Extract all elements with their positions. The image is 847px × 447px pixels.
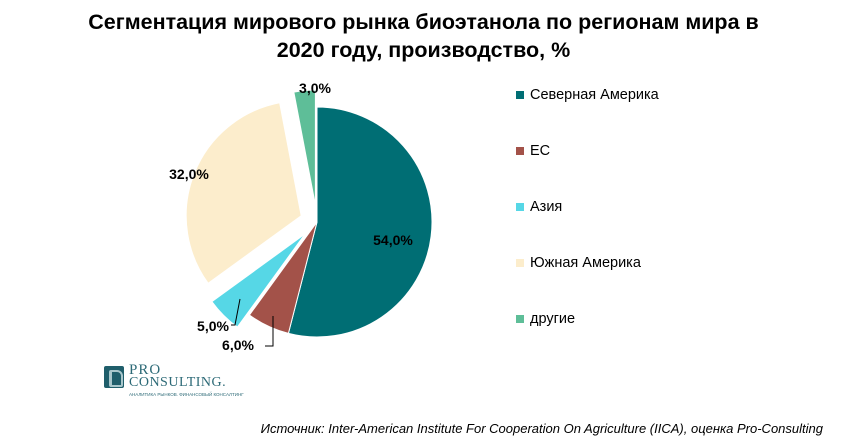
legend-swatch-5 xyxy=(516,315,524,323)
legend-item-2: ЕС xyxy=(516,141,550,161)
logo-text-pro: PRO xyxy=(129,362,162,378)
pie-slice-2 xyxy=(248,221,318,334)
pie-slice-1 xyxy=(287,106,433,338)
pie-slice-5 xyxy=(293,89,316,206)
legend-label-3: Азия xyxy=(530,199,563,215)
chart-title: Сегментация мирового рынка биоэтанола по… xyxy=(0,8,847,64)
logo-tagline: АНАЛИТИКА РЫНКОВ. ФИНАНСОВЫЙ КОНСАЛТИНГ xyxy=(129,392,244,397)
legend-swatch-2 xyxy=(516,147,524,155)
chart-title-line-2: 2020 году, производство, % xyxy=(276,38,571,62)
legend-label-4: Южная Америка xyxy=(530,255,641,271)
data-label-2: 6,0% xyxy=(222,337,254,353)
leader-line-3 xyxy=(231,298,241,326)
legend-swatch-1 xyxy=(516,91,524,99)
data-label-5: 3,0% xyxy=(299,80,331,96)
chart-title-line-1: Сегментация мирового рынка биоэтанола по… xyxy=(88,10,759,34)
legend-label-5: другие xyxy=(530,311,576,327)
legend-item-3: Азия xyxy=(516,197,562,217)
legend-label-1: Северная Америка xyxy=(530,87,659,103)
logo-emblem-icon xyxy=(104,366,124,388)
legend-item-4: Южная Америка xyxy=(516,253,641,273)
leader-lines xyxy=(231,298,274,347)
legend-swatch-3 xyxy=(516,203,524,211)
data-label-3: 5,0% xyxy=(197,318,229,334)
legend-item-1: Северная Америка xyxy=(516,85,659,105)
pie-slice-3 xyxy=(211,233,306,328)
data-labels: 54,0% 6,0% 5,0% 32,0% 3,0% xyxy=(169,80,413,353)
data-label-4: 32,0% xyxy=(169,166,209,182)
legend-label-2: ЕС xyxy=(530,143,551,159)
source-note: Источник: Inter-American Institute For C… xyxy=(260,421,823,436)
pie-slice-4 xyxy=(185,102,302,285)
legend-item-5: другие xyxy=(516,309,575,329)
logo-text-consulting: CONSULTING. xyxy=(129,375,227,390)
data-label-1: 54,0% xyxy=(373,232,413,248)
pie-slices xyxy=(185,89,433,338)
leader-line-2 xyxy=(265,316,274,347)
legend-swatch-4 xyxy=(516,259,524,267)
